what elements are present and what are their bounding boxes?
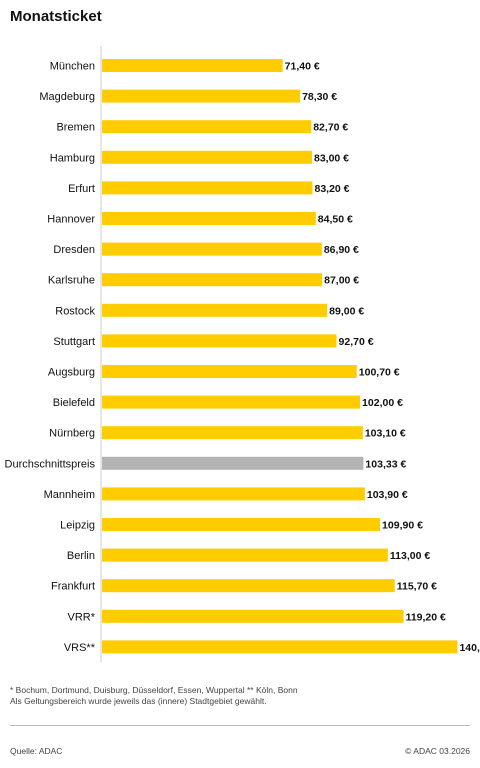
value-label: 103,90 € bbox=[367, 489, 408, 501]
category-label: Bremen bbox=[56, 122, 95, 134]
category-label: Stuttgart bbox=[53, 336, 95, 348]
source-label: Quelle: ADAC bbox=[10, 746, 63, 756]
value-label: 83,20 € bbox=[314, 183, 349, 195]
category-label: Hamburg bbox=[50, 152, 95, 164]
category-label: Leipzig bbox=[60, 520, 95, 532]
value-label: 140,50 € bbox=[459, 642, 480, 654]
category-label: Frankfurt bbox=[51, 581, 95, 593]
value-label: 89,00 € bbox=[329, 305, 364, 317]
category-label: Rostock bbox=[55, 305, 95, 317]
value-label: 86,90 € bbox=[324, 244, 359, 256]
bar bbox=[102, 181, 313, 195]
value-label: 92,70 € bbox=[339, 336, 374, 348]
value-label: 102,00 € bbox=[362, 397, 403, 409]
bar bbox=[102, 395, 361, 409]
category-label: Berlin bbox=[67, 550, 95, 562]
category-label: Mannheim bbox=[44, 489, 95, 501]
bar bbox=[102, 426, 363, 440]
bar bbox=[102, 334, 337, 348]
category-label: Magdeburg bbox=[39, 91, 95, 103]
value-label: 113,00 € bbox=[390, 550, 430, 562]
value-label: 84,50 € bbox=[318, 214, 353, 226]
bar bbox=[102, 303, 328, 317]
bar bbox=[102, 487, 365, 501]
bar bbox=[102, 518, 381, 531]
footnote-regions: * Bochum, Dortmund, Duisburg, Düsseldorf… bbox=[10, 685, 298, 695]
copyright-label: © ADAC 03.2026 bbox=[405, 746, 470, 756]
category-label: Bielefeld bbox=[53, 397, 95, 409]
category-label: Durchschnittspreis bbox=[5, 458, 96, 470]
value-label: 78,30 € bbox=[302, 91, 337, 103]
value-label: 71,40 € bbox=[285, 61, 320, 73]
value-label: 82,70 € bbox=[313, 122, 348, 134]
value-label: 115,70 € bbox=[397, 581, 437, 593]
bar bbox=[102, 548, 388, 562]
value-label: 103,33 € bbox=[365, 458, 406, 470]
category-label: Dresden bbox=[53, 244, 95, 256]
category-label: Karlsruhe bbox=[48, 275, 95, 287]
category-label: Augsburg bbox=[48, 367, 95, 379]
bar bbox=[102, 150, 312, 164]
category-label: Erfurt bbox=[68, 183, 95, 195]
category-label: München bbox=[50, 61, 95, 73]
bar bbox=[102, 579, 395, 593]
bar bbox=[102, 456, 364, 470]
category-label: VRR* bbox=[67, 611, 95, 623]
bar bbox=[102, 242, 322, 256]
category-label: VRS** bbox=[64, 642, 96, 654]
category-label: Nürnberg bbox=[49, 428, 95, 440]
footnote-scope: Als Geltungsbereich wurde jeweils das (i… bbox=[10, 696, 267, 706]
chart-title: Monatsticket bbox=[10, 8, 102, 25]
bar bbox=[102, 212, 316, 225]
bar bbox=[102, 59, 283, 72]
value-label: 119,20 € bbox=[406, 611, 446, 623]
footer-divider bbox=[10, 725, 470, 726]
category-label: Hannover bbox=[47, 214, 95, 226]
value-label: 103,10 € bbox=[365, 428, 406, 440]
bar bbox=[102, 609, 404, 623]
bar bbox=[102, 120, 312, 134]
bar bbox=[102, 640, 458, 654]
bar bbox=[102, 89, 301, 103]
value-label: 83,00 € bbox=[314, 152, 349, 164]
bar bbox=[102, 273, 323, 287]
bar bbox=[102, 365, 357, 378]
value-label: 87,00 € bbox=[324, 275, 359, 287]
value-label: 109,90 € bbox=[382, 520, 423, 532]
value-label: 100,70 € bbox=[359, 367, 400, 379]
